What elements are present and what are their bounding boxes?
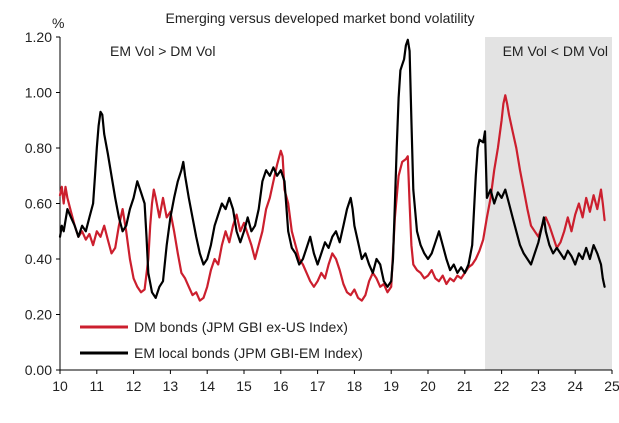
- x-tick-label: 21: [457, 378, 473, 394]
- x-tick-label: 19: [383, 378, 399, 394]
- y-tick-label: 0.20: [25, 307, 52, 323]
- legend: DM bonds (JPM GBI ex-US Index) EM local …: [80, 319, 363, 361]
- annotation-em-vol-less: EM Vol < DM Vol: [503, 43, 608, 59]
- x-tick-label: 24: [567, 378, 583, 394]
- y-tick-label: 0.00: [25, 362, 52, 378]
- chart-title: Emerging versus developed market bond vo…: [166, 10, 475, 26]
- x-tick-label: 18: [347, 378, 363, 394]
- x-tick-label: 17: [310, 378, 326, 394]
- legend-label-dm-bonds: DM bonds (JPM GBI ex-US Index): [134, 319, 348, 335]
- series-dm-bonds-line: [58, 94, 606, 302]
- legend-label-em-local-bonds: EM local bonds (JPM GBI-EM Index): [134, 345, 363, 361]
- x-tick-label: 25: [604, 378, 619, 394]
- x-tick-label: 13: [163, 378, 179, 394]
- x-tick-label: 14: [199, 378, 215, 394]
- y-axis-unit-label: %: [52, 15, 64, 31]
- y-tick-label: 0.40: [25, 251, 52, 267]
- annotation-em-vol-greater: EM Vol > DM Vol: [110, 43, 215, 59]
- shaded-region: [485, 37, 612, 370]
- y-tick-label: 0.80: [25, 140, 52, 156]
- x-tick-label: 20: [420, 378, 436, 394]
- x-tick-label: 16: [273, 378, 289, 394]
- x-tick-label: 23: [531, 378, 547, 394]
- x-tick-label: 12: [126, 378, 142, 394]
- y-tick-label: 0.60: [25, 196, 52, 212]
- x-tick-label: 11: [90, 378, 105, 394]
- x-tick-label: 10: [52, 378, 68, 394]
- series-em-local-bonds-line: [58, 38, 606, 299]
- x-tick-label: 22: [494, 378, 510, 394]
- y-tick-label: 1.20: [25, 29, 52, 45]
- y-tick-label: 1.00: [25, 85, 52, 101]
- x-tick-label: 15: [236, 378, 252, 394]
